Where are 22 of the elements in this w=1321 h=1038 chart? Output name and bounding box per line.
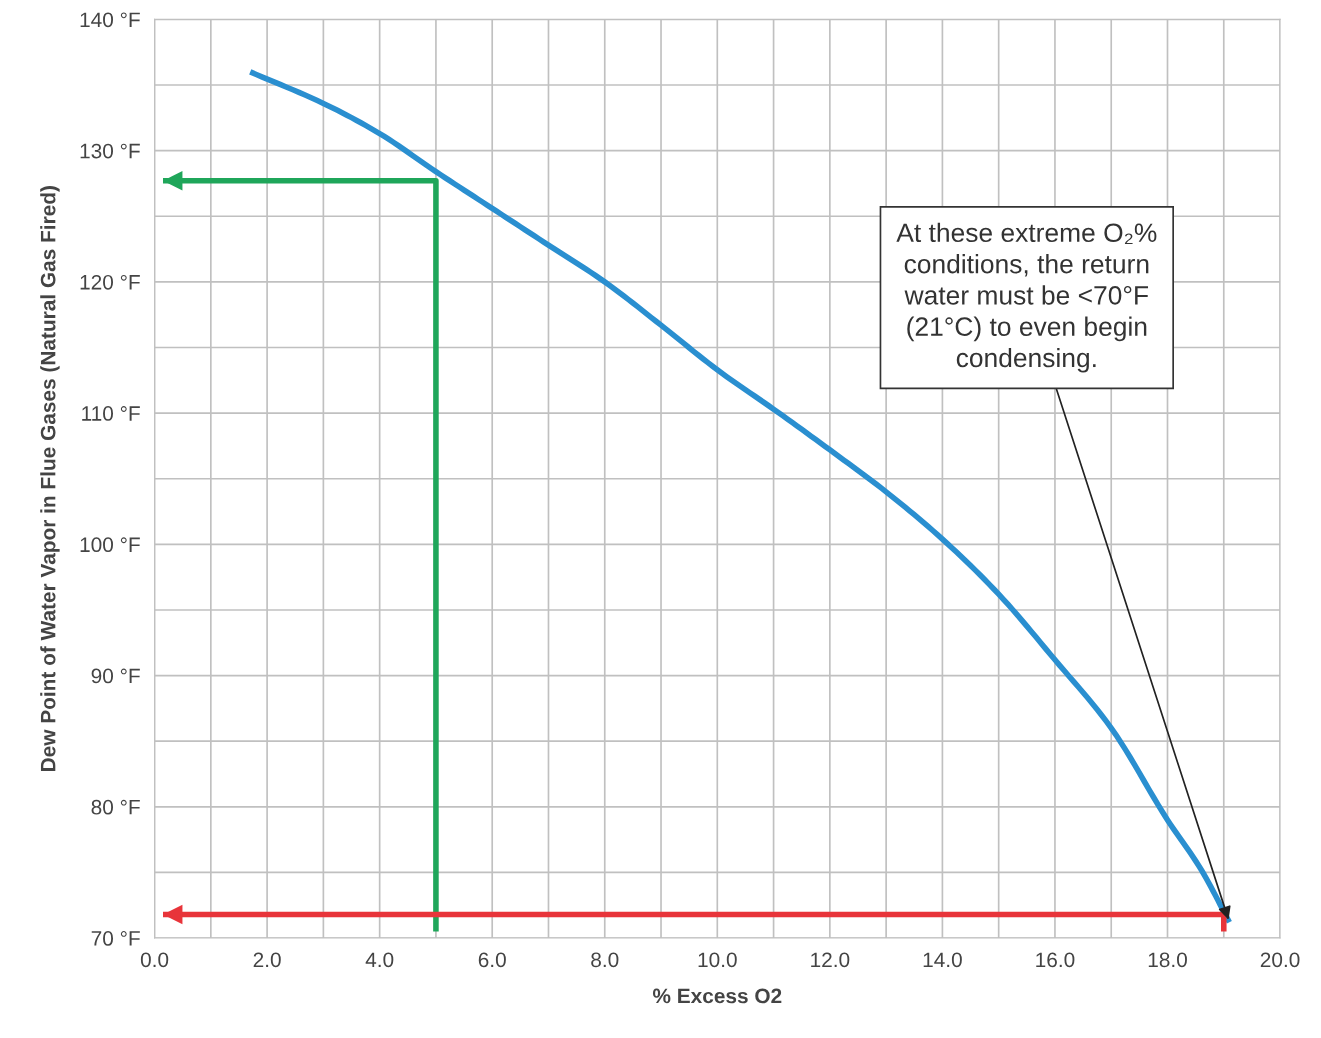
y-tick-label: 90 °F xyxy=(91,668,140,684)
x-tick-label: 18.0 xyxy=(1148,952,1187,968)
y-tick-label: 120 °F xyxy=(80,274,140,290)
y-tick-label: 140 °F xyxy=(80,12,140,28)
annotation: At these extreme O₂% conditions, the return water must be <70°F (21°C) to even begin condensing. xyxy=(896,222,1157,373)
x-tick-label: 8.0 xyxy=(591,952,619,968)
y-tick-label: 100 °F xyxy=(80,537,140,553)
x-tick-label: 4.0 xyxy=(365,952,394,968)
y-axis-title: Dew Point of Water Vapor in Flue Gases (Natural Gas Fired) xyxy=(40,186,60,771)
x-tick-label: 20.0 xyxy=(1260,952,1300,968)
y-tick-label: 70 °F xyxy=(91,931,140,946)
y-tick-label: 110 °F xyxy=(82,406,140,421)
x-tick-label: 6.0 xyxy=(478,952,506,968)
x-tick-label: 0.0 xyxy=(140,952,169,968)
x-tick-label: 16.0 xyxy=(1036,952,1075,968)
x-tick-label: 10.0 xyxy=(698,952,737,968)
y-tick-label: 130 °F xyxy=(80,143,140,159)
x-tick-label: 14.0 xyxy=(923,952,962,968)
x-tick-label: 12.0 xyxy=(811,952,850,968)
x-axis-title: % Excess O2 xyxy=(652,988,782,1004)
y-tick-label: 80 °F xyxy=(91,799,140,815)
x-tick-label: 2.0 xyxy=(253,952,281,968)
